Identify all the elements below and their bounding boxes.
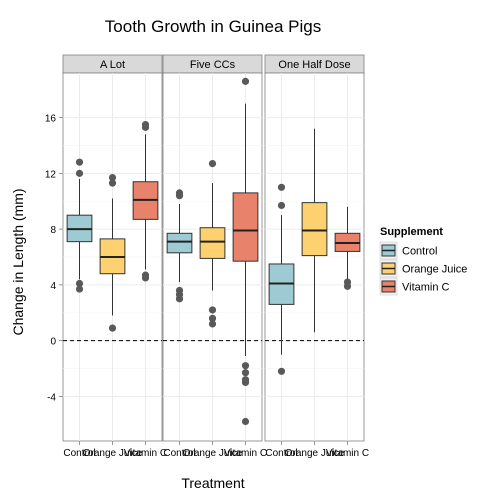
outlier-point [208,314,217,322]
outlier-point [75,158,84,166]
box-iqr [232,192,259,262]
x-tick-label: Vitamin C [124,448,167,459]
box-one-half-dose-control [268,183,295,375]
outlier-point [241,369,250,377]
legend-label: Vitamin C [402,282,450,294]
outlier-point [108,173,117,182]
y-axis: -4 0 4 8 12 16 [45,114,63,403]
box-a-lot-orange-juice [99,173,126,332]
outlier-point [141,123,150,131]
x-tick-label: Vitamin C [224,448,267,459]
outlier-point [277,201,286,210]
y-axis-title: Change in Length (mm) [10,188,26,335]
legend: Supplement Control Orange Juice Vitamin C [379,226,467,296]
box-one-half-dose-vitamin-c [334,206,361,290]
box-five-ccs-control [166,189,193,303]
x-tick-label: Control [163,448,195,459]
box-five-ccs-vitamin-c [232,77,259,426]
outlier-point [75,279,84,288]
y-tick-label: 16 [45,114,57,125]
x-tick-label: Orange Juice [285,448,345,459]
x-tick-label: Vitamin C [326,448,369,459]
outlier-point [175,192,184,200]
box-a-lot-control [66,158,93,293]
x-tick-label: Control [265,448,297,459]
legend-title: Supplement [380,226,443,238]
outlier-point [277,183,286,191]
box-a-lot-vitamin-c [132,120,159,282]
x-tick-label: Control [63,448,95,459]
outlier-point [277,367,286,375]
y-tick-label: 0 [50,337,56,348]
outlier-point [241,77,250,85]
y-tick-label: -4 [47,392,56,403]
y-tick-label: 12 [45,169,57,180]
outlier-point [175,295,184,303]
legend-item-orange-juice: Orange Juice [379,259,467,278]
box-iqr [166,232,193,254]
legend-label: Control [402,246,437,258]
facet-label: Five CCs [190,59,236,71]
outlier-point [108,179,117,187]
legend-item-control: Control [379,241,437,260]
outlier-point [241,362,250,370]
box-five-ccs-orange-juice [199,160,226,328]
outlier-point [75,285,84,293]
box-iqr [199,227,226,259]
x-tick-label: Orange Juice [183,448,243,459]
y-tick-label: 4 [50,281,56,292]
chart-title: Tooth Growth in Guinea Pigs [105,17,321,36]
facet-label: A Lot [100,59,125,71]
box-iqr [301,202,328,257]
y-tick-label: 8 [50,225,56,236]
outlier-point [241,417,250,426]
outlier-point [141,274,150,282]
box-one-half-dose-orange-juice [301,128,328,333]
legend-items: Control Orange Juice Vitamin C [379,241,467,296]
outlier-point [108,324,117,332]
legend-item-vitamin-c: Vitamin C [379,277,450,296]
outlier-point [75,169,84,177]
outlier-point [241,378,250,387]
outlier-point [208,306,217,314]
outlier-point [208,320,217,328]
x-axis-title: Treatment [181,475,244,491]
outlier-point [208,160,217,168]
legend-label: Orange Juice [402,264,467,276]
x-tick-label: Orange Juice [83,448,143,459]
outlier-point [343,282,352,290]
facet-label: One Half Dose [278,59,350,71]
